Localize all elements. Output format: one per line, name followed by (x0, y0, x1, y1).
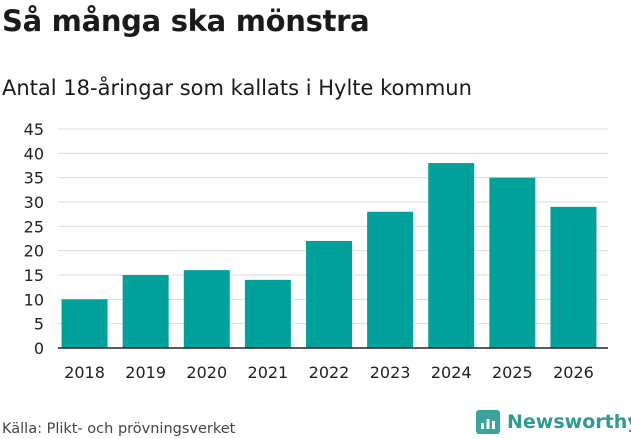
y-tick-label: 20 (24, 242, 44, 261)
x-tick-label: 2024 (431, 363, 472, 382)
y-tick-label: 10 (24, 290, 44, 309)
x-tick-label: 2021 (248, 363, 289, 382)
bar-2026[interactable] (550, 206, 597, 348)
source-note: Källa: Plikt- och prövningsverket (2, 421, 236, 437)
bar-2019[interactable] (122, 275, 169, 348)
bar-2023[interactable] (367, 211, 414, 348)
bars (61, 163, 597, 348)
x-tick-label: 2020 (186, 363, 227, 382)
y-tick-label: 15 (24, 266, 44, 285)
x-tick-label: 2019 (125, 363, 166, 382)
bar-2021[interactable] (244, 279, 291, 348)
x-tick-label: 2025 (492, 363, 533, 382)
bar-2025[interactable] (489, 177, 536, 348)
y-tick-label: 45 (24, 120, 44, 139)
y-tick-label: 0 (34, 339, 44, 358)
x-tick-label: 2023 (370, 363, 411, 382)
newsworthy-logo-icon (476, 410, 500, 434)
y-tick-label: 40 (24, 144, 44, 163)
y-tick-label: 30 (24, 193, 44, 212)
x-tick-label: 2018 (64, 363, 105, 382)
x-axis-labels: 2018 2019 2020 2021 2022 2023 2024 2025 2026 (64, 363, 594, 382)
chart-subtitle: Antal 18-åringar som kallats i Hylte kom… (2, 76, 472, 100)
brand-name: Newsworthy (507, 411, 631, 433)
y-tick-label: 25 (24, 217, 44, 236)
bar-2018[interactable] (61, 299, 108, 348)
y-tick-label: 35 (24, 169, 44, 188)
y-axis-labels: 0 5 10 15 20 25 30 35 40 45 (24, 120, 44, 358)
y-tick-label: 5 (34, 315, 44, 334)
bar-2024[interactable] (428, 163, 475, 348)
chart-title: Så många ska mönstra (2, 4, 370, 38)
bar-2020[interactable] (183, 270, 230, 348)
bar-2022[interactable] (306, 240, 352, 348)
brand-logo: Newsworthy (476, 410, 631, 434)
x-tick-label: 2026 (553, 363, 594, 382)
x-tick-label: 2022 (309, 363, 350, 382)
